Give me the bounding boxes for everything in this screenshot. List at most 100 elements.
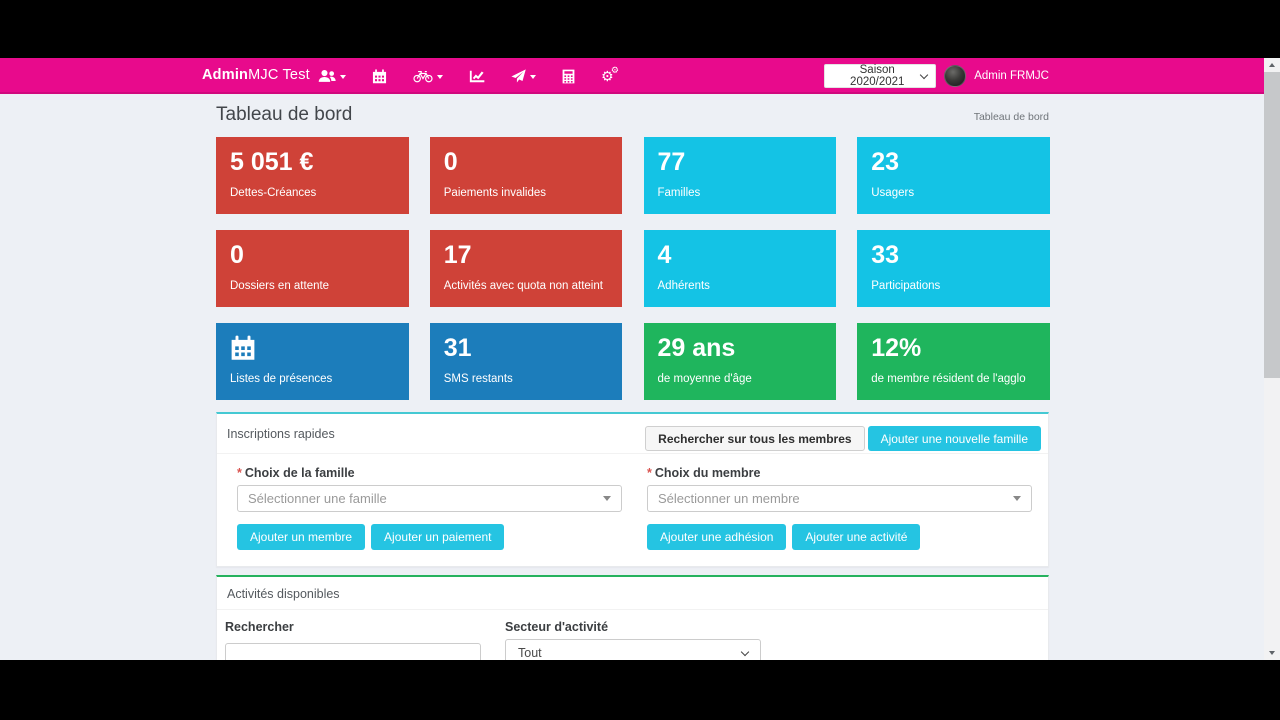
scroll-up-arrow[interactable] — [1264, 58, 1280, 72]
navbar-right: Saison 2020/2021 Admin FRMJC — [824, 58, 1049, 94]
calendar-icon — [230, 332, 395, 364]
member-column: * Choix du membre Sélectionner un membre … — [647, 466, 1032, 550]
stat-label: Listes de présences — [230, 373, 333, 385]
stat-card-age-moyen[interactable]: 29 ans de moyenne d'âge — [643, 323, 836, 400]
panel-header: Activités disponibles — [217, 577, 1048, 610]
stat-value: 29 ans — [657, 334, 736, 362]
letterbox-bottom — [0, 660, 1280, 720]
stat-value: 33 — [871, 241, 900, 269]
stat-card-paiements-invalides[interactable]: 0 Paiements invalides — [429, 137, 623, 214]
select-caret-icon — [1013, 496, 1021, 501]
caret-down-icon — [530, 75, 536, 79]
family-buttons: Ajouter un membre Ajouter un paiement — [237, 524, 622, 550]
brand-bold: Admin — [202, 67, 249, 83]
season-select-value: Saison 2020/2021 — [850, 64, 905, 88]
stat-card-presences[interactable]: Listes de présences — [216, 323, 409, 400]
nav-activities-dropdown[interactable] — [400, 58, 456, 94]
add-activity-button[interactable]: Ajouter une activité — [792, 524, 921, 550]
panel-header: Inscriptions rapides Rechercher sur tous… — [217, 414, 1048, 454]
top-navbar: AdminMJC Test — [0, 58, 1264, 94]
required-mark: * — [237, 466, 242, 480]
brand[interactable]: AdminMJC Test — [202, 58, 310, 94]
brand-rest: MJC Test — [248, 67, 310, 83]
chevron-down-icon — [919, 70, 929, 79]
stat-cards-grid: 5 051 € Dettes-Créances 0 Paiements inva… — [216, 137, 1050, 400]
breadcrumb: Tableau de bord — [973, 111, 1049, 123]
stat-card-adherents[interactable]: 4 Adhérents — [643, 230, 836, 307]
stat-label: de moyenne d'âge — [657, 373, 752, 385]
avatar[interactable] — [944, 65, 967, 87]
nav-members-dropdown[interactable] — [305, 58, 359, 94]
nav-calendar[interactable] — [359, 58, 400, 94]
stat-card-dettes[interactable]: 5 051 € Dettes-Créances — [216, 137, 409, 214]
search-input[interactable] — [225, 643, 481, 660]
stat-label: Dossiers en attente — [230, 280, 330, 292]
users-icon — [318, 69, 336, 82]
sector-label: Secteur d'activité — [505, 620, 609, 634]
stat-label: Dettes-Créances — [230, 187, 317, 199]
panel-header-buttons: Rechercher sur tous les membres Ajouter … — [645, 426, 1041, 451]
required-mark: * — [647, 466, 652, 480]
quick-registration-panel: Inscriptions rapides Rechercher sur tous… — [216, 412, 1049, 567]
family-select[interactable]: Sélectionner une famille — [237, 485, 622, 512]
add-membership-button[interactable]: Ajouter une adhésion — [647, 524, 787, 550]
scrollbar-thumb[interactable] — [1264, 72, 1280, 378]
arrow-down-icon — [1269, 651, 1275, 655]
nav-settings[interactable]: ⚙ ⚙ — [588, 58, 632, 94]
stat-label: Usagers — [871, 187, 915, 199]
family-column: * Choix de la famille Sélectionner une fa… — [237, 466, 622, 550]
stat-value: 23 — [871, 148, 900, 176]
member-select[interactable]: Sélectionner un membre — [647, 485, 1032, 512]
chevron-down-icon — [740, 647, 750, 656]
add-family-button[interactable]: Ajouter une nouvelle famille — [867, 426, 1041, 451]
stat-label: Paiements invalides — [443, 187, 547, 199]
stat-card-sms[interactable]: 31 SMS restants — [429, 323, 623, 400]
calendar-icon — [372, 68, 387, 83]
panel-title: Activités disponibles — [227, 587, 340, 601]
stat-label: de membre résident de l'agglo — [871, 373, 1026, 385]
stat-value: 77 — [657, 148, 686, 176]
scroll-down-arrow[interactable] — [1264, 646, 1280, 660]
stat-card-residents[interactable]: 12% de membre résident de l'agglo — [857, 323, 1050, 400]
paper-plane-icon — [511, 69, 526, 83]
vertical-scrollbar[interactable] — [1264, 58, 1280, 660]
stat-value: 0 — [443, 148, 458, 176]
cogs-icon: ⚙ ⚙ — [601, 66, 619, 85]
sector-column: Secteur d'activité Tout — [505, 620, 761, 660]
search-all-members-button[interactable]: Rechercher sur tous les membres — [645, 426, 865, 451]
add-payment-button[interactable]: Ajouter un paiement — [371, 524, 505, 550]
stat-label: Adhérents — [657, 280, 710, 292]
select-caret-icon — [603, 496, 611, 501]
stat-value: 12% — [871, 334, 922, 362]
stat-card-quota[interactable]: 17 Activités avec quota non atteint — [429, 230, 623, 307]
stat-label: SMS restants — [443, 373, 513, 385]
user-menu[interactable]: Admin FRMJC — [974, 70, 1049, 82]
navbar-menu: ⚙ ⚙ — [305, 58, 632, 94]
stat-label: Activités avec quota non atteint — [443, 280, 603, 292]
available-activities-panel: Activités disponibles Rechercher Secteur… — [216, 575, 1049, 660]
stat-card-usagers[interactable]: 23 Usagers — [857, 137, 1050, 214]
caret-down-icon — [340, 75, 346, 79]
stat-label: Participations — [871, 280, 941, 292]
member-buttons: Ajouter une adhésion Ajouter une activit… — [647, 524, 1032, 550]
nav-messaging-dropdown[interactable] — [498, 58, 549, 94]
stat-card-participations[interactable]: 33 Participations — [857, 230, 1050, 307]
add-member-button[interactable]: Ajouter un membre — [237, 524, 366, 550]
stat-value: 31 — [443, 334, 472, 362]
sector-select[interactable]: Tout — [505, 639, 761, 660]
stat-value: 5 051 € — [230, 148, 314, 176]
season-select[interactable]: Saison 2020/2021 — [824, 64, 937, 88]
family-label-text: Choix de la famille — [244, 466, 355, 480]
search-label: Rechercher — [225, 620, 294, 634]
family-label: * Choix de la famille — [237, 466, 622, 480]
page-title: Tableau de bord — [216, 104, 353, 125]
nav-statistics[interactable] — [456, 58, 498, 94]
calculator-icon — [562, 69, 575, 83]
stat-card-familles[interactable]: 77 Familles — [643, 137, 836, 214]
caret-down-icon — [437, 75, 443, 79]
stat-value: 4 — [657, 241, 672, 269]
line-chart-icon — [469, 70, 485, 82]
stat-card-dossiers[interactable]: 0 Dossiers en attente — [216, 230, 409, 307]
nav-accounting[interactable] — [549, 58, 588, 94]
